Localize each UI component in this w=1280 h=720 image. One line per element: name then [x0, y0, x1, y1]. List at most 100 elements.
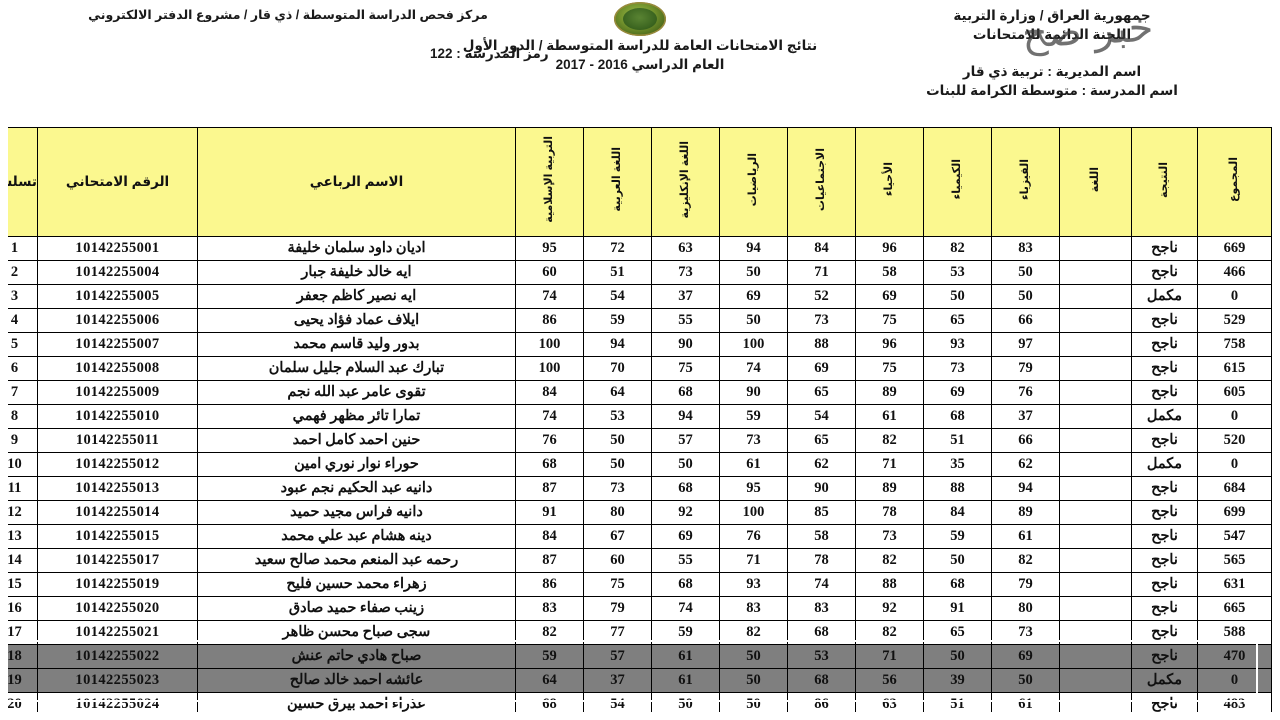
cell-name: ايه نصير كاظم جعفر: [197, 284, 516, 309]
col-header-seq[interactable]: تسلسل: [8, 127, 38, 237]
cell-name: حنين احمد كامل احمد: [197, 428, 516, 453]
cell-lang: [1059, 332, 1132, 357]
cell-examno: 10142255024: [37, 692, 198, 712]
col-header-arabic[interactable]: اللغة العربية: [583, 127, 652, 237]
cell-biology: 58: [855, 260, 924, 285]
table-row[interactable]: 665 ناجح 80 91 92 83 83 74 79 83 زينب صفاء حميد صا…: [8, 596, 1272, 621]
cell-examno: 10142255022: [37, 644, 198, 669]
col-header-english[interactable]: اللغة الإنكليزية: [651, 127, 720, 237]
cell-english: 73: [651, 260, 720, 285]
cell-total: 684: [1197, 476, 1272, 501]
table-row[interactable]: 470 ناجح 69 50 71 53 50 61 57 59 صباح هادي حاتم عن…: [8, 644, 1272, 669]
col-header-examno[interactable]: الرقم الامتحاني: [37, 127, 198, 237]
cell-arabic: 64: [583, 380, 652, 405]
col-header-chemistry[interactable]: الكيمياء: [923, 127, 992, 237]
cell-physics: 61: [991, 524, 1060, 549]
cell-math: 95: [719, 476, 788, 501]
results-table-container[interactable]: المجموع النتيجة اللغة الفيزياء الكيمياء الأحي…: [8, 127, 1272, 712]
cell-social: 85: [787, 500, 856, 525]
cell-arabic: 60: [583, 548, 652, 573]
cell-name: تبارك عبد السلام جليل سلمان: [197, 356, 516, 381]
table-row[interactable]: 0 مكمل 50 39 56 68 50 61 37 64 عائشه احمد خالد صال…: [8, 668, 1272, 693]
cell-english: 69: [651, 524, 720, 549]
cell-result: مكمل: [1131, 452, 1198, 477]
col-header-social[interactable]: الاجتماعيات: [787, 127, 856, 237]
table-row[interactable]: 699 ناجح 89 84 78 85 100 92 80 91 دانيه فراس مجيد …: [8, 500, 1272, 525]
cell-islamic: 59: [515, 644, 584, 669]
cell-seq: 6: [8, 356, 38, 381]
cell-biology: 78: [855, 500, 924, 525]
table-row[interactable]: 605 ناجح 76 69 89 65 90 68 64 84 تقوى عامر عبد الل…: [8, 380, 1272, 405]
cell-result: ناجح: [1131, 524, 1198, 549]
table-row[interactable]: 0 مكمل 37 68 61 54 59 94 53 74 تمارا تائر مظهر فهم…: [8, 404, 1272, 429]
exam-title-block: نتائج الامتحانات العامة للدراسة المتوسطة…: [380, 0, 900, 74]
col-header-physics[interactable]: الفيزياء: [991, 127, 1060, 237]
table-row[interactable]: 466 ناجح 50 53 58 71 50 73 51 60 ايه خالد خليفة جب…: [8, 260, 1272, 285]
cell-examno: 10142255005: [37, 284, 198, 309]
table-row[interactable]: 483 ناجح 61 51 63 86 50 50 54 68 عذراء احمد بيرق ح…: [8, 692, 1272, 712]
cell-result: ناجح: [1131, 476, 1198, 501]
cell-physics: 76: [991, 380, 1060, 405]
cell-social: 68: [787, 620, 856, 645]
cell-lang: [1059, 284, 1132, 309]
table-row[interactable]: 529 ناجح 66 65 75 73 50 55 59 86 ايلاف عماد فؤاد ي…: [8, 308, 1272, 333]
cell-total: 615: [1197, 356, 1272, 381]
exam-center-line: مركز فحص الدراسة المتوسطة / ذي قار / مشر…: [88, 8, 488, 22]
col-header-total[interactable]: المجموع: [1197, 127, 1272, 237]
cell-english: 63: [651, 236, 720, 261]
cell-chemistry: 65: [923, 620, 992, 645]
cell-islamic: 91: [515, 500, 584, 525]
cell-physics: 73: [991, 620, 1060, 645]
cell-islamic: 84: [515, 380, 584, 405]
table-row[interactable]: 631 ناجح 79 68 88 74 93 68 75 86 زهراء محمد حسين ف…: [8, 572, 1272, 597]
cell-math: 59: [719, 404, 788, 429]
cell-total: 0: [1197, 404, 1272, 429]
cell-biology: 56: [855, 668, 924, 693]
table-row[interactable]: 565 ناجح 82 50 82 78 71 55 60 87 رحمه عبد المنعم م…: [8, 548, 1272, 573]
col-header-result[interactable]: النتيجة: [1131, 127, 1198, 237]
table-row[interactable]: 669 ناجح 83 82 96 84 94 63 72 95 اديان داود سلمان …: [8, 236, 1272, 261]
cell-islamic: 68: [515, 452, 584, 477]
cell-social: 69: [787, 356, 856, 381]
cell-math: 73: [719, 428, 788, 453]
table-row[interactable]: 0 مكمل 62 35 71 62 61 50 50 68 حوراء نوار نوري امي…: [8, 452, 1272, 477]
cell-biology: 75: [855, 308, 924, 333]
cell-result: ناجح: [1131, 236, 1198, 261]
col-header-label-arabic: اللغة العربية: [611, 147, 623, 212]
cell-english: 74: [651, 596, 720, 621]
col-header-lang[interactable]: اللغة: [1059, 127, 1132, 237]
cell-result: ناجح: [1131, 380, 1198, 405]
cell-total: 699: [1197, 500, 1272, 525]
cell-biology: 82: [855, 620, 924, 645]
cell-chemistry: 82: [923, 236, 992, 261]
col-header-islamic[interactable]: التربية الإسلامية: [515, 127, 584, 237]
table-row[interactable]: 0 مكمل 50 50 69 52 69 37 54 74 ايه نصير كاظم جعفر 1…: [8, 284, 1272, 309]
table-row[interactable]: 547 ناجح 61 59 73 58 76 69 67 84 دينه هشام عبد علي…: [8, 524, 1272, 549]
col-header-name[interactable]: الاسم الرباعي: [197, 127, 516, 237]
table-row[interactable]: 684 ناجح 94 88 89 90 95 68 73 87 دانيه عبد الحكيم …: [8, 476, 1272, 501]
col-header-biology[interactable]: الأحياء: [855, 127, 924, 237]
cell-biology: 89: [855, 476, 924, 501]
cell-islamic: 87: [515, 548, 584, 573]
cell-total: 0: [1197, 452, 1272, 477]
cell-seq: 18: [8, 644, 38, 669]
table-row[interactable]: 615 ناجح 79 73 75 69 74 75 70 100 تبارك عبد السلام…: [8, 356, 1272, 381]
cell-chemistry: 91: [923, 596, 992, 621]
cell-social: 84: [787, 236, 856, 261]
cell-lang: [1059, 596, 1132, 621]
cell-english: 68: [651, 380, 720, 405]
cell-math: 69: [719, 284, 788, 309]
school-name: اسم المدرسة : متوسطة الكرامة للبنات: [926, 83, 1178, 98]
cell-seq: 1: [8, 236, 38, 261]
table-row[interactable]: 588 ناجح 73 65 82 68 82 59 77 82 سجى صباح محسن ظاه…: [8, 620, 1272, 645]
table-row[interactable]: 758 ناجح 97 93 96 88 100 90 94 100 بدور وليد قاسم …: [8, 332, 1272, 357]
cell-examno: 10142255011: [37, 428, 198, 453]
cell-arabic: 59: [583, 308, 652, 333]
col-header-math[interactable]: الرياضيات: [719, 127, 788, 237]
cell-biology: 75: [855, 356, 924, 381]
table-row[interactable]: 520 ناجح 66 51 82 65 73 57 50 76 حنين احمد كامل اح…: [8, 428, 1272, 453]
cell-total: 547: [1197, 524, 1272, 549]
cell-result: ناجح: [1131, 260, 1198, 285]
cell-arabic: 94: [583, 332, 652, 357]
cell-examno: 10142255010: [37, 404, 198, 429]
